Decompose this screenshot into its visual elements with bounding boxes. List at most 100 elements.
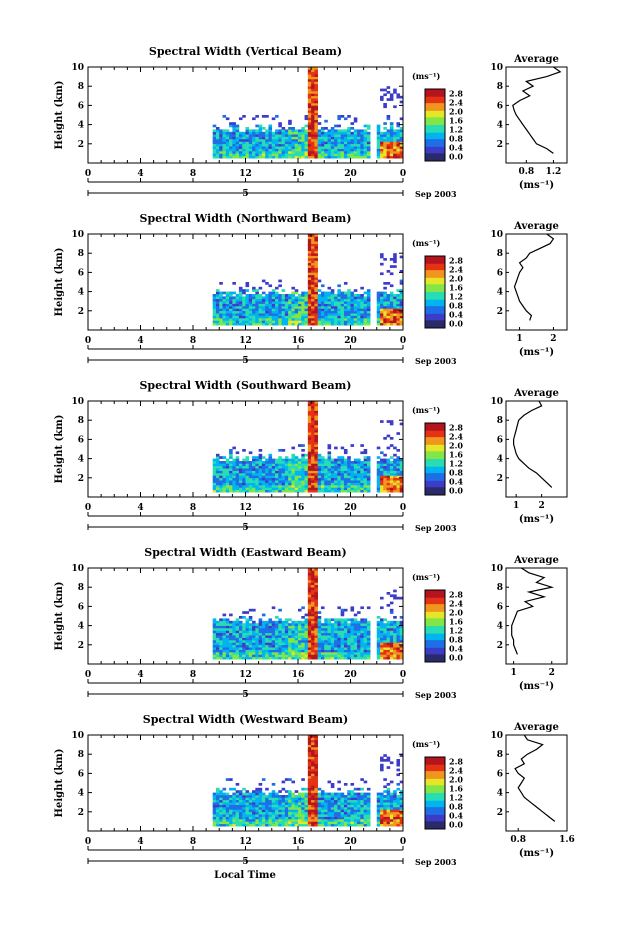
heatmap-cell bbox=[393, 625, 397, 629]
colorbar-segment bbox=[425, 315, 445, 317]
heatmap-cell bbox=[245, 620, 250, 624]
heatmap-cell bbox=[212, 153, 217, 157]
heatmap-cell bbox=[288, 303, 292, 307]
heatmap-cell bbox=[393, 151, 397, 154]
heatmap-cell bbox=[389, 294, 394, 297]
heatmap-cell bbox=[222, 148, 227, 152]
heatmap-cell bbox=[219, 642, 223, 646]
heatmap-cell bbox=[252, 649, 256, 653]
heatmap-cell bbox=[343, 298, 348, 302]
heatmap-cell bbox=[393, 596, 397, 600]
heatmap-cell bbox=[235, 465, 240, 469]
heatmap-cell bbox=[353, 310, 358, 314]
heatmap-cell bbox=[215, 134, 220, 137]
heatmap-cell bbox=[307, 568, 312, 571]
heatmap-cell bbox=[314, 315, 318, 319]
heatmap-cell bbox=[245, 625, 250, 629]
x-tick-label: 20 bbox=[344, 503, 357, 513]
heatmap-cell bbox=[393, 315, 397, 319]
heatmap-cell bbox=[357, 461, 361, 464]
heatmap-cell bbox=[360, 623, 364, 626]
average-x-tick-label: 0.8 bbox=[518, 167, 534, 177]
heatmap-cell bbox=[219, 322, 223, 326]
heatmap-cell bbox=[248, 301, 253, 304]
heatmap-cell bbox=[324, 303, 328, 307]
heatmap-cell bbox=[343, 318, 348, 321]
heatmap-cell bbox=[219, 136, 223, 140]
colorbar-segment bbox=[425, 637, 445, 640]
heatmap-cell bbox=[238, 141, 243, 145]
heatmap-cell bbox=[324, 816, 328, 820]
heatmap-cell bbox=[278, 461, 282, 464]
heatmap-cell bbox=[357, 155, 361, 159]
heatmap-cell bbox=[357, 308, 361, 312]
heatmap-cell bbox=[278, 473, 282, 476]
heatmap-cell bbox=[353, 458, 358, 462]
heatmap-cell bbox=[324, 823, 328, 827]
heatmap-cell bbox=[314, 773, 318, 777]
heatmap-cell bbox=[399, 308, 404, 312]
heatmap-cell bbox=[353, 489, 358, 493]
heatmap-cell bbox=[324, 301, 328, 304]
colorbar-segment bbox=[425, 288, 445, 290]
heatmap-cell bbox=[275, 470, 279, 474]
heatmap-cell bbox=[301, 320, 305, 324]
heatmap-cell bbox=[324, 654, 328, 658]
heatmap-cell bbox=[298, 644, 302, 648]
heatmap-cell bbox=[271, 814, 276, 817]
heatmap-cell bbox=[314, 127, 318, 130]
heatmap-cell bbox=[288, 790, 292, 793]
heatmap-cell bbox=[301, 630, 305, 634]
heatmap-cell bbox=[380, 468, 384, 471]
heatmap-cell bbox=[383, 313, 387, 316]
heatmap-cell bbox=[340, 470, 345, 474]
heatmap-cell bbox=[275, 139, 279, 142]
heatmap-cell bbox=[245, 151, 250, 154]
heatmap-cell bbox=[278, 487, 282, 491]
y-tick-label: 4 bbox=[78, 622, 84, 632]
heatmap-cell bbox=[252, 134, 256, 137]
heatmap-cell bbox=[301, 453, 305, 457]
heatmap-cell bbox=[314, 441, 318, 445]
heatmap-cell bbox=[380, 143, 384, 147]
heatmap-cell bbox=[324, 637, 328, 641]
heatmap-cell bbox=[386, 296, 391, 300]
heatmap-cell bbox=[311, 654, 315, 658]
heatmap-cell bbox=[347, 291, 351, 295]
heatmap-cell bbox=[219, 480, 223, 483]
colorbar-segment bbox=[425, 435, 445, 438]
heatmap-cell bbox=[396, 155, 401, 159]
heatmap-cell bbox=[376, 644, 381, 648]
heatmap-cell bbox=[340, 640, 345, 643]
colorbar-segment bbox=[425, 446, 445, 448]
heatmap-cell bbox=[265, 134, 269, 137]
heatmap-cell bbox=[320, 306, 325, 309]
heatmap-cell bbox=[278, 153, 282, 157]
heatmap-cell bbox=[311, 802, 315, 805]
heatmap-cell bbox=[278, 819, 282, 822]
heatmap-cell bbox=[317, 153, 322, 157]
y-tick-label: 2 bbox=[78, 641, 84, 651]
heatmap-cell bbox=[343, 449, 348, 452]
heatmap-cell bbox=[265, 155, 269, 159]
heatmap-cell bbox=[327, 780, 332, 784]
heatmap-cell bbox=[314, 67, 318, 70]
colorbar-segment bbox=[425, 442, 445, 444]
heatmap-cell bbox=[324, 148, 328, 152]
heatmap-cell bbox=[393, 139, 397, 142]
heatmap-cell bbox=[281, 320, 286, 324]
heatmap-cell bbox=[383, 306, 387, 309]
heatmap-cell bbox=[337, 487, 341, 491]
heatmap-cell bbox=[238, 819, 243, 822]
heatmap-cell bbox=[337, 294, 341, 297]
colorbar: 2.82.42.01.61.20.80.40.0 bbox=[424, 589, 463, 663]
heatmap-cell bbox=[376, 153, 381, 157]
heatmap-cell bbox=[314, 737, 318, 741]
heatmap-cell bbox=[366, 151, 371, 154]
heatmap-cell bbox=[268, 625, 273, 629]
heatmap-cell bbox=[389, 470, 394, 474]
heatmap-cell bbox=[301, 477, 305, 481]
heatmap-cell bbox=[288, 306, 292, 309]
heatmap-cell bbox=[281, 306, 286, 309]
heatmap-cell bbox=[298, 647, 302, 650]
